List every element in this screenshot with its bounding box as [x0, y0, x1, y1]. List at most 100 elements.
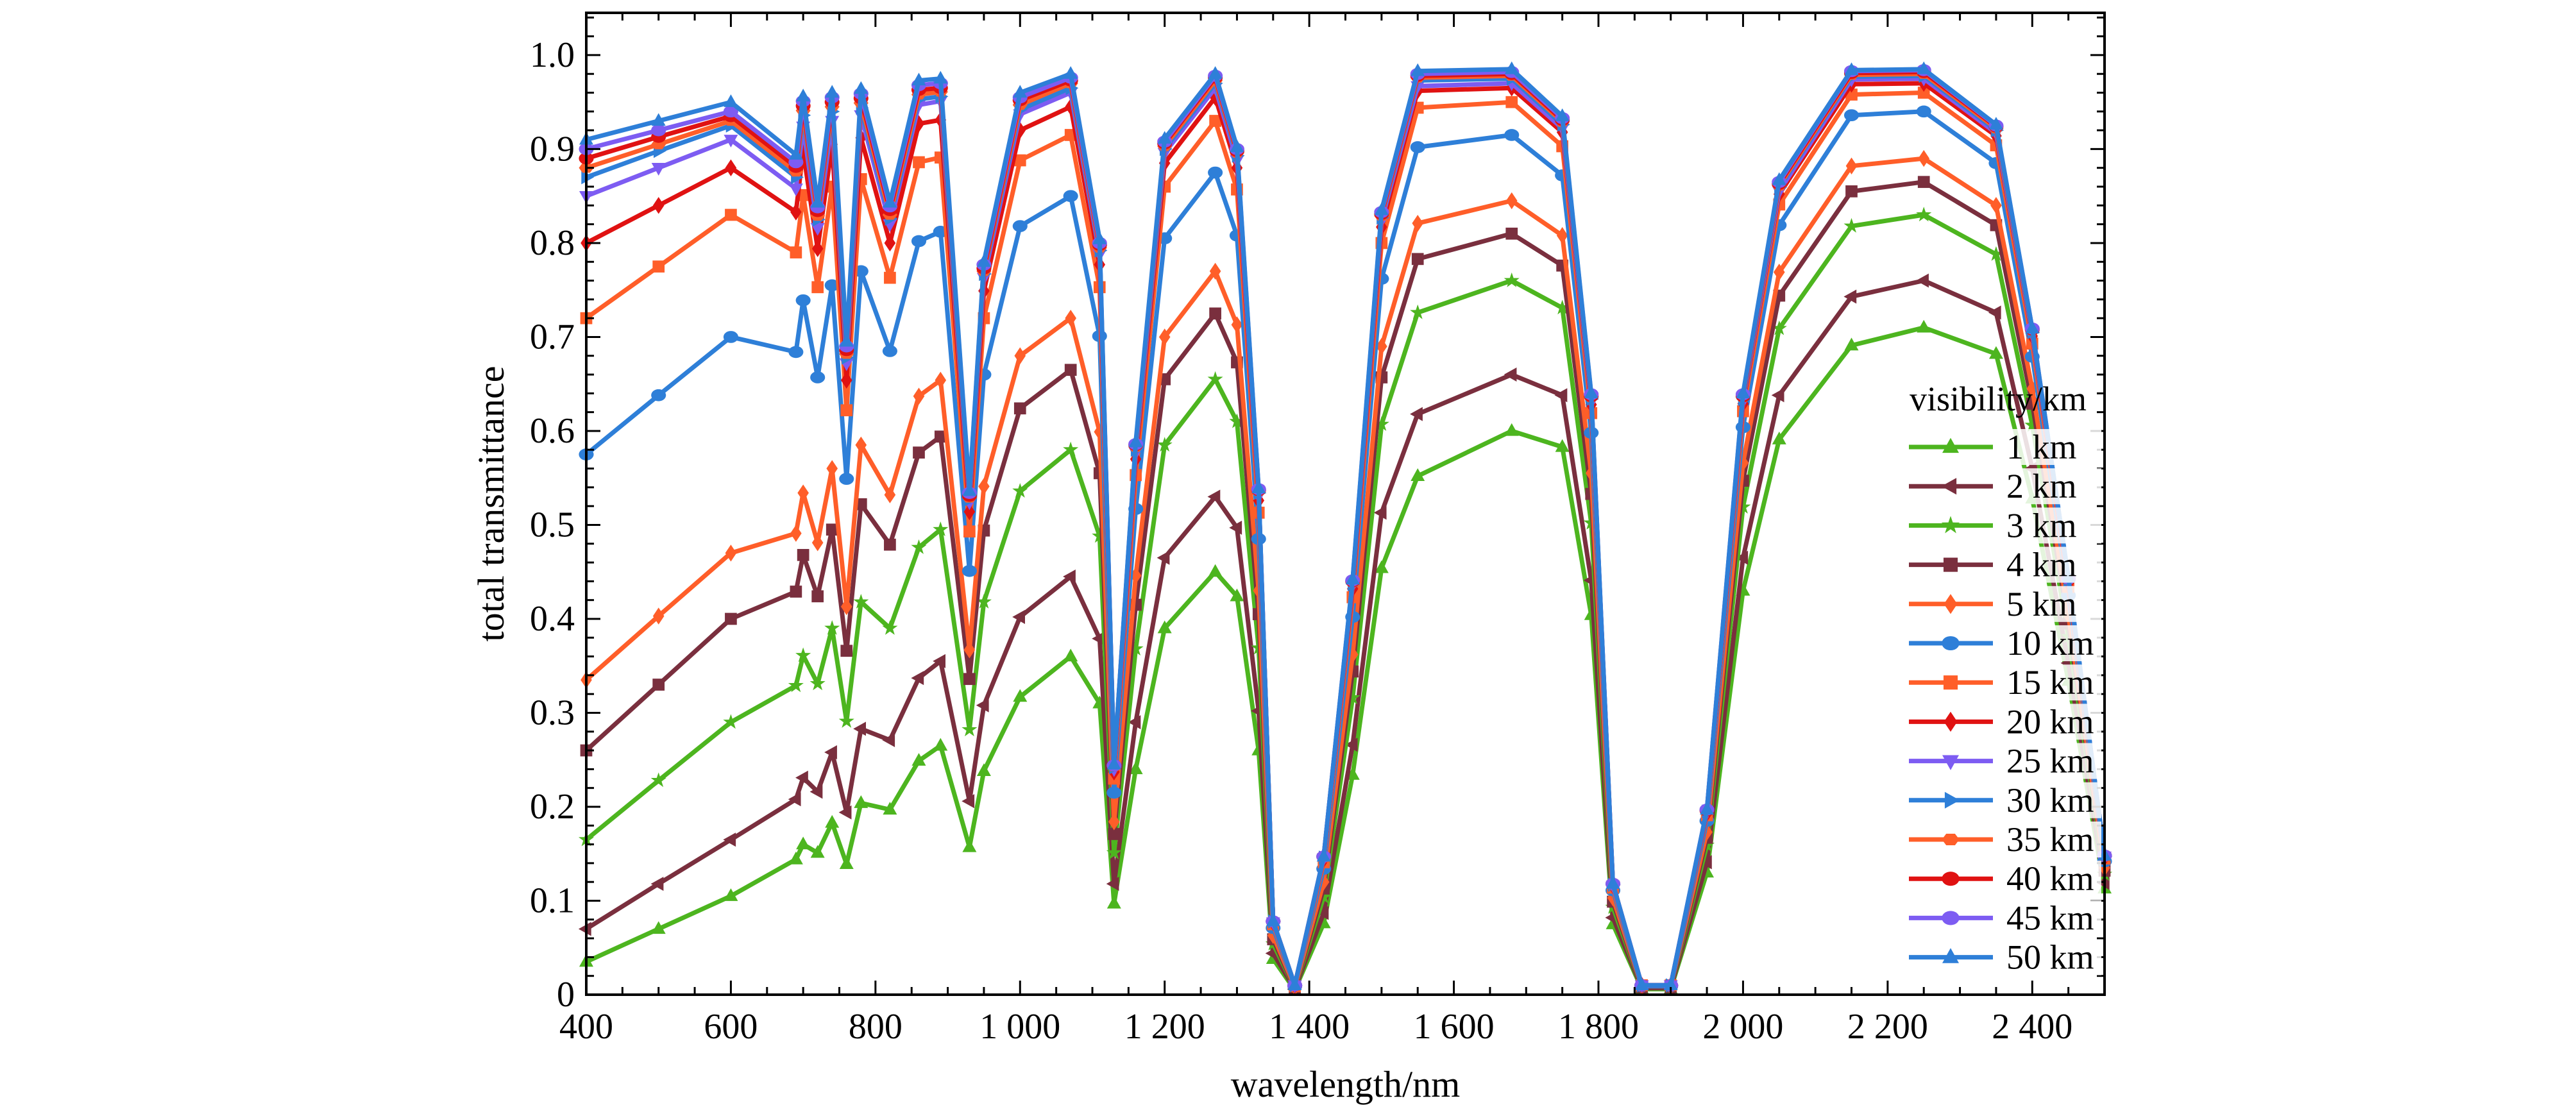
data-point [790, 586, 802, 598]
data-point [1988, 305, 2001, 320]
y-tick-label: 0.4 [530, 599, 575, 639]
legend-item: 4 km [1902, 546, 2101, 584]
data-point [1345, 571, 1360, 585]
data-point [1012, 220, 1028, 232]
x-tick-label: 2 400 [1992, 1007, 2072, 1047]
data-point [723, 832, 736, 847]
data-point [1157, 550, 1170, 565]
data-point [809, 675, 826, 691]
data-point [652, 197, 665, 214]
data-point [1106, 786, 1122, 799]
data-point [840, 598, 852, 616]
data-point [1092, 631, 1105, 646]
data-point [725, 159, 737, 176]
data-point [1208, 166, 1223, 179]
y-tick-label: 0.9 [530, 129, 575, 169]
data-point [838, 713, 854, 728]
data-point [651, 113, 666, 126]
data-point [790, 246, 802, 258]
data-point [1410, 304, 1426, 319]
axes-layer: 400 600 800 1 000 1 200 1 400 1 600 1 800 2 000 2… [530, 12, 2106, 1047]
data-point [1208, 66, 1223, 79]
data-point [2025, 321, 2040, 333]
data-point [962, 721, 978, 737]
data-point [884, 271, 896, 284]
data-point [723, 105, 738, 118]
y-tick-label: 0 [557, 975, 575, 1015]
series-line [584, 212, 2107, 991]
y-tick-label: 0.2 [530, 787, 575, 827]
data-point [840, 404, 853, 417]
legend-label: 20 km [2006, 702, 2094, 741]
legend-label: 2 km [2006, 467, 2077, 505]
data-point [1699, 855, 1712, 870]
data-point [810, 371, 826, 384]
legend-marker [1944, 791, 1960, 809]
data-point [933, 654, 945, 668]
data-point [809, 784, 823, 799]
series-25-km [579, 73, 2112, 993]
legend-marker [1943, 557, 1958, 572]
data-point [1063, 569, 1076, 584]
data-point [1106, 845, 1122, 860]
legend-item: 30 km [1902, 781, 2101, 820]
data-point [838, 805, 852, 820]
data-point [724, 888, 738, 901]
x-tick-label: 800 [849, 1007, 902, 1047]
data-point [651, 389, 666, 401]
data-point [934, 430, 947, 443]
series-line [586, 67, 2107, 988]
data-point [1063, 66, 1078, 79]
series-35-km [579, 69, 2112, 990]
data-point [1556, 227, 1568, 244]
data-point [790, 525, 802, 542]
data-point [1411, 253, 1424, 266]
data-point [1411, 63, 1425, 76]
data-point [978, 478, 990, 495]
legend-item: 2 km [1902, 467, 2101, 505]
data-point [1735, 550, 1749, 565]
data-point [963, 525, 976, 538]
legend-label: 5 km [2006, 585, 2077, 623]
data-point [1013, 154, 1026, 167]
data-point [882, 345, 897, 357]
data-point [1128, 641, 1144, 656]
data-point [810, 194, 825, 208]
data-point [1843, 289, 1857, 304]
data-point [884, 234, 896, 252]
legend-item: 15 km [1902, 663, 2101, 702]
data-point [1106, 877, 1119, 891]
legend-marker [1944, 594, 1958, 614]
data-point [1504, 272, 1520, 287]
data-point [933, 71, 948, 84]
data-point [1988, 117, 2003, 130]
x-tick-label: 1 200 [1124, 1007, 1205, 1047]
legend-label: 45 km [2006, 898, 2094, 937]
data-point [1106, 895, 1121, 909]
legend-item: 20 km [1902, 702, 2101, 741]
data-point [1844, 62, 1859, 76]
data-point [976, 763, 991, 777]
legend-marker [1941, 516, 1960, 534]
legend-label: 1 km [2006, 428, 2077, 466]
data-point [788, 792, 801, 807]
y-tick-label: 0.8 [530, 223, 575, 263]
data-point [1555, 439, 1570, 452]
legend-item: 1 km [1902, 428, 2101, 466]
data-point [1316, 848, 1331, 862]
series-2-km [578, 273, 2110, 997]
data-point [1157, 620, 1172, 634]
data-point [1988, 246, 2004, 261]
data-point [1735, 498, 1751, 514]
data-point [1916, 105, 1931, 118]
legend-item: 50 km [1902, 938, 2101, 977]
data-point [651, 163, 666, 176]
data-point [1772, 172, 1786, 185]
data-point [1504, 367, 1517, 382]
data-point [1063, 648, 1078, 662]
data-point [1700, 802, 1715, 815]
data-point [882, 732, 895, 747]
data-point [651, 124, 666, 137]
data-point [1916, 207, 1932, 222]
